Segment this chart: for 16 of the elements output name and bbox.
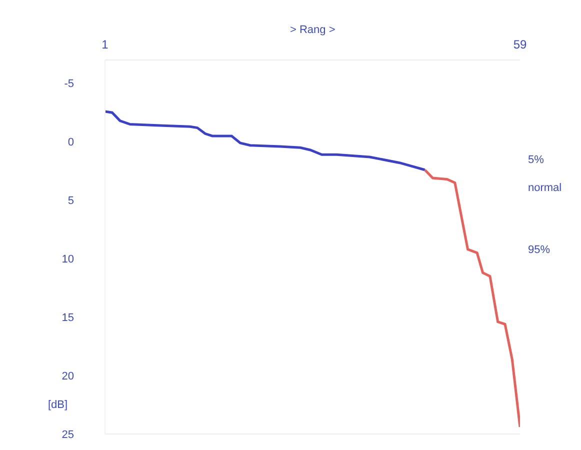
y-tick-label: 20	[62, 370, 74, 382]
y-tick-label: 5	[68, 195, 74, 208]
y-tick-label: 10	[62, 254, 74, 266]
y-tick-label: 15	[62, 312, 74, 324]
y-axis-title: [dB]	[48, 399, 68, 411]
x-tick-label: 59	[513, 38, 527, 52]
text: 95%	[528, 244, 550, 256]
text: 5%	[528, 154, 544, 166]
x-axis-title: > Rang >	[290, 24, 336, 36]
text: normal	[528, 182, 562, 194]
x-tick-label: 1	[102, 38, 109, 52]
y-tick-label: 25	[62, 428, 74, 441]
y-tick-label: 0	[68, 136, 74, 149]
y-tick-label: -5	[64, 78, 74, 90]
line-series	[424, 168, 520, 428]
line-series	[105, 110, 426, 172]
